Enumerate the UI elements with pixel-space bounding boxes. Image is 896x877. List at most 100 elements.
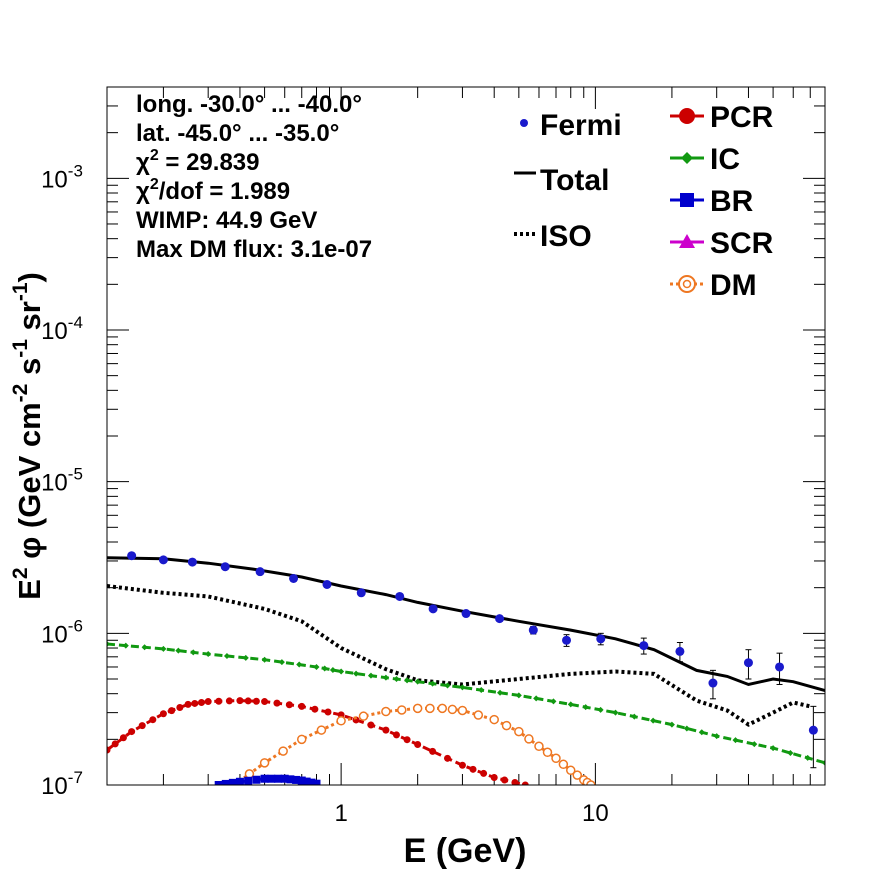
series-marker-pcr <box>392 731 400 739</box>
series-marker-dm <box>358 711 369 721</box>
series-marker-dm <box>397 705 407 715</box>
x-axis-title: E (GeV) <box>404 832 527 870</box>
fermi-point <box>743 649 753 680</box>
fermi-point <box>187 557 197 567</box>
fermi-point <box>675 642 685 663</box>
info-line: χ2/dof = 1.989 <box>136 176 290 205</box>
series-marker-dm <box>447 704 458 715</box>
legend-item-total: Total <box>514 164 609 197</box>
y-tick-label-5: 10-5 <box>41 465 83 497</box>
series-marker-pcr <box>184 700 192 708</box>
info-line: χ2 = 29.839 <box>136 147 260 176</box>
fermi-point <box>395 591 405 601</box>
x-tick-label-1: 1 <box>334 800 347 827</box>
series-marker-pcr <box>429 747 437 755</box>
series-marker-ic <box>107 641 110 648</box>
series-marker-ic <box>429 680 436 687</box>
fermi-marker <box>743 658 753 668</box>
series-marker-dm <box>489 714 499 725</box>
series-marker-br <box>214 781 223 785</box>
series-marker-br <box>286 775 295 784</box>
fermi-point <box>289 573 299 583</box>
series-marker-ic <box>683 725 690 732</box>
series-marker-pcr <box>382 726 390 734</box>
legend-item-dm: DM <box>670 269 757 302</box>
series-marker-pcr <box>444 754 452 762</box>
legend-marker-inner-dm <box>682 279 692 289</box>
series-marker-br <box>260 774 269 783</box>
series-marker-ic <box>313 663 320 670</box>
series-marker-br <box>280 774 289 783</box>
series-marker-ic <box>190 649 197 656</box>
series-marker-ic <box>668 721 675 728</box>
legend-marker-scr <box>679 234 695 248</box>
series-marker-ic <box>631 713 638 720</box>
fermi-marker <box>708 678 718 688</box>
fermi-point <box>356 588 366 598</box>
series-marker-pcr <box>252 697 260 705</box>
fermi-marker <box>289 573 299 583</box>
fermi-marker <box>220 562 230 572</box>
series-line-ic <box>107 642 825 765</box>
fermi-marker <box>675 646 685 656</box>
series-marker-ic <box>278 659 285 666</box>
series-br <box>214 774 321 785</box>
series-line-iso <box>107 584 811 727</box>
series-marker-pcr <box>298 702 306 710</box>
series-marker-ic <box>787 750 794 757</box>
y-tick-label-6: 10-6 <box>41 616 83 648</box>
series-marker-dm <box>437 703 448 714</box>
info-line: lat. -45.0° ... -35.0° <box>136 120 339 147</box>
series-marker-pcr <box>244 697 252 705</box>
series-iso <box>107 584 811 727</box>
series-marker-pcr <box>311 705 319 713</box>
fermi-marker <box>775 662 785 672</box>
series-marker-dm <box>425 703 435 714</box>
series-marker-pcr <box>149 716 157 724</box>
series-marker-ic <box>367 672 374 679</box>
series-marker-pcr <box>107 746 111 754</box>
series-marker-br <box>252 775 261 784</box>
series-marker-pcr <box>490 774 498 782</box>
fermi-point <box>639 637 649 655</box>
fermi-point <box>596 632 606 646</box>
fermi-marker <box>596 634 606 644</box>
series-marker-dm <box>412 703 423 714</box>
legend-label-ic: IC <box>710 143 740 176</box>
series-marker-ic <box>515 692 522 699</box>
legend-marker-br <box>680 193 694 207</box>
series-marker-pcr <box>511 779 519 785</box>
series-marker-pcr <box>204 698 212 706</box>
fermi-marker <box>356 588 366 598</box>
series-marker-pcr <box>111 740 119 748</box>
series-marker-pcr <box>414 740 422 748</box>
fermi-marker <box>639 641 649 651</box>
series-marker-ic <box>804 754 811 761</box>
fermi-points-layer <box>127 551 818 769</box>
series-marker-ic <box>770 745 777 752</box>
series-marker-br <box>302 777 311 785</box>
series-marker-ic <box>205 651 212 658</box>
series-marker-dm <box>558 759 569 770</box>
legend-item-iso: ISO <box>514 220 592 253</box>
fermi-marker <box>528 625 538 635</box>
y-tick-label-4: 10-4 <box>41 313 83 345</box>
series-marker-ic <box>597 706 604 713</box>
series-marker-pcr <box>501 776 509 784</box>
legend-marker-pcr <box>679 108 695 124</box>
series-marker-ic <box>404 677 411 684</box>
y-tick-label-3: 10-3 <box>41 161 83 193</box>
fermi-marker <box>255 567 265 577</box>
legend-item-pcr: PCR <box>670 101 774 134</box>
axis-labels-layer: 1 10 10-7 10-6 10-5 10-4 10-3 E (GeV) E2 φ (GeV … <box>9 161 609 870</box>
fermi-point <box>528 625 538 635</box>
legend-marker-ic <box>681 152 693 164</box>
series-marker-ic <box>175 647 182 654</box>
axis-ticks <box>107 86 826 786</box>
series-marker-dm <box>473 710 484 720</box>
series-marker-pcr <box>215 697 223 705</box>
fermi-marker <box>127 551 137 561</box>
series-marker-ic <box>393 676 400 683</box>
